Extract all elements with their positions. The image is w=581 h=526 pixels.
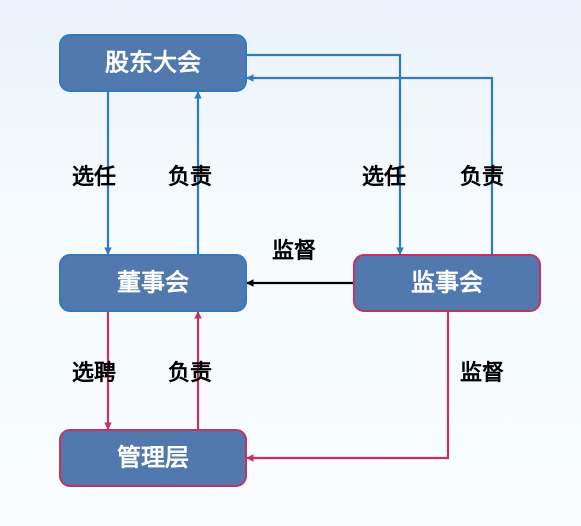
edge-label-sh-to-sup: 选任 [362, 164, 406, 189]
edge-sh-to-sup [246, 55, 400, 255]
governance-diagram: 选任负责选任负责监督选聘负责监督股东大会董事会监事会管理层 [0, 0, 581, 526]
edge-label-sup-to-sh: 负责 [460, 164, 504, 189]
node-supervisory: 监事会 [354, 255, 540, 311]
edge-label-sh-to-board: 选任 [72, 164, 116, 189]
node-label-management: 管理层 [117, 444, 189, 472]
edge-label-board-to-mgmt: 选聘 [72, 360, 116, 385]
node-shareholders: 股东大会 [60, 35, 246, 91]
node-label-supervisory: 监事会 [411, 269, 483, 297]
edge-label-mgmt-to-board: 负责 [168, 360, 212, 385]
node-label-board: 董事会 [117, 269, 189, 297]
node-board: 董事会 [60, 255, 246, 311]
edge-sup-to-mgmt [246, 311, 448, 458]
edge-label-sup-to-board: 监督 [272, 238, 316, 263]
edge-label-sup-to-mgmt: 监督 [460, 360, 504, 385]
node-label-shareholders: 股东大会 [105, 49, 201, 77]
node-management: 管理层 [60, 430, 246, 486]
edge-label-board-to-sh: 负责 [168, 164, 212, 189]
